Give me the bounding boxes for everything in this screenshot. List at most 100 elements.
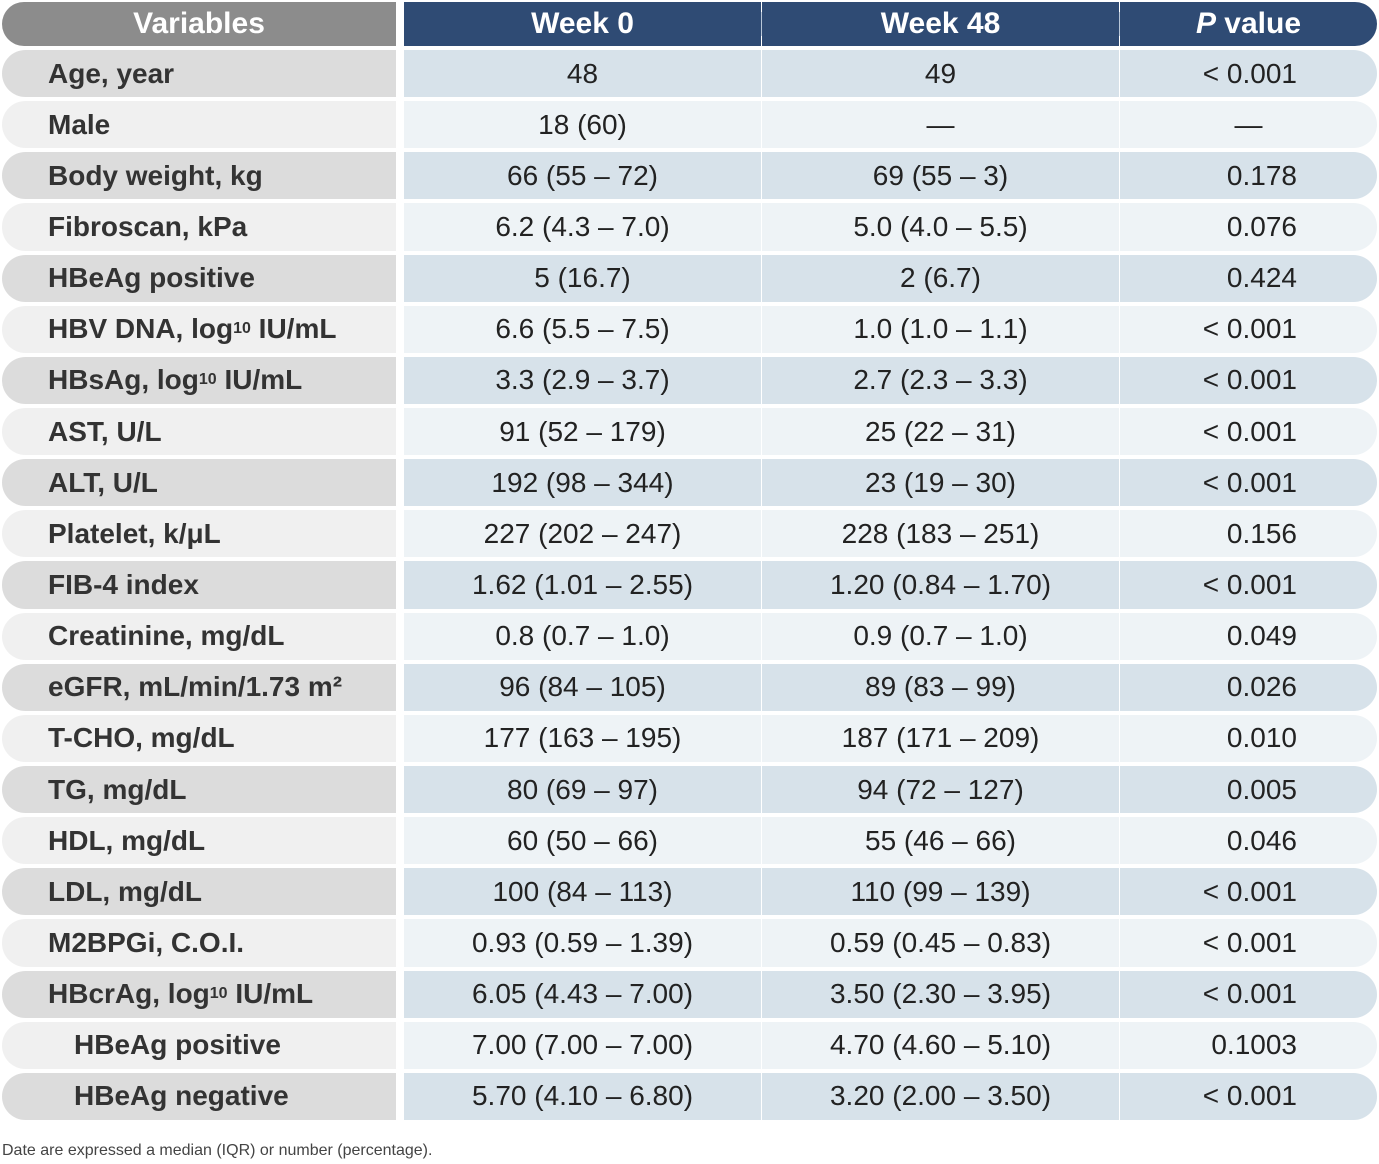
text: < 0.001 <box>1202 978 1297 1010</box>
text: 110 (99 – 139) <box>850 875 1031 907</box>
text: 5 (16.7) <box>534 262 631 294</box>
text: FIB-4 index <box>48 568 199 600</box>
text: HBeAg negative <box>74 1080 289 1112</box>
text: < 0.001 <box>1202 415 1297 447</box>
variable-cell: HDL, mg/dL <box>2 817 396 865</box>
value-cell: 0.156 <box>1120 510 1377 558</box>
text: 23 (19 – 30) <box>865 466 1016 498</box>
text: 0.026 <box>1226 671 1297 703</box>
text: 0.59 (0.45 – 0.83) <box>829 926 1052 958</box>
value-cell: — <box>1120 101 1377 149</box>
text: 192 (98 – 344) <box>491 466 674 498</box>
value-cell: < 0.001 <box>1120 459 1377 507</box>
value-cell: 0.046 <box>1120 817 1377 865</box>
text: < 0.001 <box>1202 313 1297 345</box>
variable-cell: HBeAg positive <box>2 1021 396 1069</box>
value-cell: 0.010 <box>1120 714 1377 762</box>
text: 6.05 (4.43 – 7.00) <box>471 978 694 1010</box>
text: 177 (163 – 195) <box>483 722 682 754</box>
value-cell: 91 (52 – 179) <box>404 408 761 456</box>
text: 4.70 (4.60 – 5.10) <box>829 1029 1052 1061</box>
text: 6.2 (4.3 – 7.0) <box>495 210 670 242</box>
text: HBeAg positive <box>74 1029 281 1061</box>
value-cell: 25 (22 – 31) <box>762 408 1119 456</box>
value-cell: 60 (50 – 66) <box>404 817 761 865</box>
variable-cell: TG, mg/dL <box>2 766 396 814</box>
value-cell: < 0.001 <box>1120 1072 1377 1120</box>
value-cell: < 0.001 <box>1120 970 1377 1018</box>
value-cell: < 0.001 <box>1120 50 1377 98</box>
text: Male <box>48 108 111 140</box>
text: 55 (46 – 66) <box>865 824 1016 856</box>
text: 18 (60) <box>538 108 627 140</box>
text: 0.076 <box>1226 210 1297 242</box>
value-cell: < 0.001 <box>1120 408 1377 456</box>
variable-cell: HBcrAg, log 10 IU/mL <box>2 970 396 1018</box>
value-cell: 0.049 <box>1120 612 1377 660</box>
text: 0.178 <box>1226 159 1297 191</box>
text: LDL, mg/dL <box>48 875 202 907</box>
text: TG, mg/dL <box>48 773 187 805</box>
text: 228 (183 – 251) <box>841 517 1040 549</box>
header-cell: Week 0 <box>404 2 761 46</box>
value-cell: 18 (60) <box>404 101 761 149</box>
text: 3.20 (2.00 – 3.50) <box>829 1080 1052 1112</box>
text: 0.010 <box>1226 722 1297 754</box>
variable-cell: eGFR, mL/min/1.73 m² <box>2 663 396 711</box>
variable-cell: AST, U/L <box>2 408 396 456</box>
header-cell: Variables <box>2 2 396 46</box>
text: Body weight, kg <box>48 159 263 191</box>
variable-cell: Creatinine, mg/dL <box>2 612 396 660</box>
text: 48 <box>566 57 599 89</box>
value-cell: 23 (19 – 30) <box>762 459 1119 507</box>
value-cell: 177 (163 – 195) <box>404 714 761 762</box>
text: < 0.001 <box>1202 926 1297 958</box>
value-cell: 5.70 (4.10 – 6.80) <box>404 1072 761 1120</box>
text: HDL, mg/dL <box>48 824 206 856</box>
value-cell: 227 (202 – 247) <box>404 510 761 558</box>
value-cell: 0.076 <box>1120 203 1377 251</box>
text: Week 0 <box>531 7 634 40</box>
text: AST, U/L <box>48 415 162 447</box>
value-cell: 6.6 (5.5 – 7.5) <box>404 305 761 353</box>
text: 25 (22 – 31) <box>865 415 1016 447</box>
value-cell: 0.424 <box>1120 254 1377 302</box>
text: IU/mL <box>250 313 337 345</box>
variable-cell: HBeAg negative <box>2 1072 396 1120</box>
variable-cell: Platelet, k/μL <box>2 510 396 558</box>
text: < 0.001 <box>1202 875 1297 907</box>
text: 96 (84 – 105) <box>499 671 666 703</box>
value-cell: 6.2 (4.3 – 7.0) <box>404 203 761 251</box>
value-cell: 0.178 <box>1120 152 1377 200</box>
value-cell: 3.3 (2.9 – 3.7) <box>404 356 761 404</box>
value-cell: 80 (69 – 97) <box>404 766 761 814</box>
text: 80 (69 – 97) <box>507 773 658 805</box>
text: 2 (6.7) <box>900 262 981 294</box>
variable-cell: Fibroscan, kPa <box>2 203 396 251</box>
separator <box>1119 12 1120 36</box>
text: 0.049 <box>1226 620 1297 652</box>
value-cell: 49 <box>762 50 1119 98</box>
value-cell: 5.0 (4.0 – 5.5) <box>762 203 1119 251</box>
text: 1.0 (1.0 – 1.1) <box>853 313 1028 345</box>
text: 0.9 (0.7 – 1.0) <box>853 620 1028 652</box>
text: 89 (83 – 99) <box>865 671 1016 703</box>
text: 0.005 <box>1226 773 1297 805</box>
value-cell: 96 (84 – 105) <box>404 663 761 711</box>
text: 0.1003 <box>1211 1029 1297 1061</box>
value-cell: 94 (72 – 127) <box>762 766 1119 814</box>
value-cell: 55 (46 – 66) <box>762 817 1119 865</box>
text: 187 (171 – 209) <box>841 722 1040 754</box>
text: HBeAg positive <box>48 262 255 294</box>
text: 3.50 (2.30 – 3.95) <box>829 978 1052 1010</box>
text: value <box>1215 7 1302 40</box>
text: < 0.001 <box>1202 364 1297 396</box>
value-cell: 100 (84 – 113) <box>404 868 761 916</box>
text: 227 (202 – 247) <box>483 517 682 549</box>
footnote: Date are expressed a median (IQR) or num… <box>2 1142 433 1159</box>
value-cell: < 0.001 <box>1120 305 1377 353</box>
value-cell: 0.93 (0.59 – 1.39) <box>404 919 761 967</box>
text: ALT, U/L <box>48 466 158 498</box>
value-cell: < 0.001 <box>1120 356 1377 404</box>
value-cell: 4.70 (4.60 – 5.10) <box>762 1021 1119 1069</box>
